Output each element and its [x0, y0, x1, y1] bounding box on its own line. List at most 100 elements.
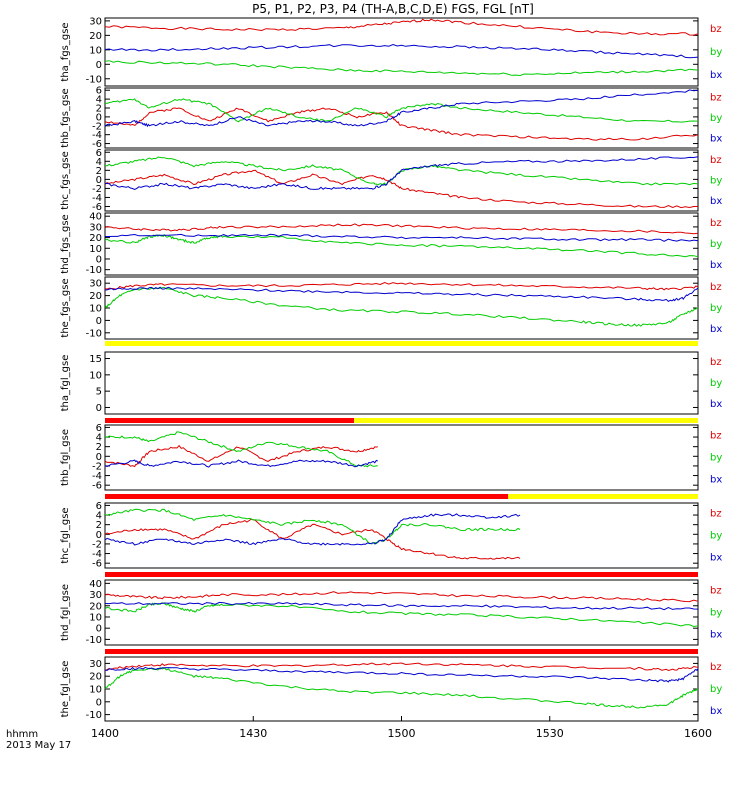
y-tick-label: 4	[96, 95, 102, 106]
y-tick-label: 0	[96, 175, 102, 186]
x-tick-label: 1430	[239, 727, 267, 740]
y-tick-label: 10	[89, 612, 102, 623]
mode-bar-red	[105, 494, 509, 499]
legend-bx: bx	[710, 630, 722, 641]
legend-by: by	[710, 176, 722, 187]
legend-by: by	[710, 608, 722, 619]
panel-frame	[104, 579, 699, 646]
y-tick-label: 10	[89, 685, 102, 696]
y-tick-label: 10	[89, 45, 102, 56]
x-axis: 1400 1430 1500 1530 1600	[91, 716, 712, 740]
y-tick-label: -4	[92, 471, 102, 482]
series-line-bz	[104, 281, 699, 291]
y-tick-label: -6	[92, 481, 102, 492]
x-tick-label: 1500	[388, 727, 416, 740]
y-tick-label: 40	[89, 579, 102, 590]
series-line-bx	[104, 156, 699, 191]
legend-bz: bz	[710, 430, 722, 441]
series-line-bx	[104, 89, 699, 128]
series-line-bx	[105, 233, 699, 242]
y-axis-label: thb_fgs_gse	[60, 88, 71, 147]
series-line-bz	[104, 18, 699, 36]
y-tick-label: -2	[92, 184, 102, 195]
series-line-by	[104, 602, 699, 628]
series-line-bx	[104, 601, 699, 611]
panel-tha_fgs_gse: 30 20 10 0 -10 tha_fgs_gse bz by bx	[60, 16, 722, 87]
y-tick-label: 10	[89, 370, 102, 381]
panel-frame	[104, 212, 699, 276]
series-line-bz	[104, 107, 699, 141]
legend-by: by	[710, 47, 722, 58]
mode-bar-red	[105, 649, 698, 654]
y-tick-label: 10	[89, 244, 102, 255]
date-label: 2013 May 17	[6, 740, 71, 751]
series-line-by	[104, 156, 699, 186]
y-tick-label: 10	[89, 304, 102, 315]
mode-bar-yellow	[354, 418, 698, 423]
series-line-bz	[104, 518, 521, 560]
mode-bar-red	[105, 572, 698, 577]
mode-bar	[105, 649, 698, 654]
y-tick-label: 2	[96, 104, 102, 115]
legend-by: by	[710, 378, 722, 389]
legend-by: by	[710, 453, 722, 464]
y-tick-label: 5	[96, 387, 102, 398]
y-tick-label: -4	[92, 193, 102, 204]
y-tick-label: 20	[89, 672, 102, 683]
y-axis-label: tha_fgs_gse	[60, 22, 71, 81]
y-tick-label: 15	[89, 354, 102, 365]
y-axis-label: thd_fgs_gse	[60, 214, 71, 273]
mode-bar-yellow	[508, 494, 698, 499]
legend-bz: bz	[710, 155, 722, 166]
series-line-bx	[104, 666, 699, 683]
series-line-bx	[104, 43, 699, 59]
y-tick-label: 6	[96, 423, 102, 434]
y-axis-label: tha_fgl_gse	[60, 355, 71, 412]
mode-bar	[105, 341, 698, 346]
legend-bx: bx	[710, 196, 722, 207]
legend-bz: bz	[710, 282, 722, 293]
y-tick-label: -4	[92, 549, 102, 560]
series-line-bz	[104, 591, 699, 603]
y-tick-label: -6	[92, 559, 102, 570]
y-tick-label: 2	[96, 442, 102, 453]
panel-frame	[104, 87, 699, 149]
y-tick-label: -10	[86, 265, 102, 276]
y-axis-label: thc_fgl_gse	[60, 507, 71, 563]
panel-frame	[104, 502, 699, 569]
panel-frame	[104, 351, 699, 415]
legend-bz: bz	[710, 662, 722, 673]
series-line-by	[104, 666, 699, 709]
y-tick-label: 4	[96, 157, 102, 168]
x-tick-label: 1530	[536, 727, 564, 740]
series-line-bx	[104, 286, 699, 303]
mode-bar	[105, 494, 698, 499]
legend-by: by	[710, 531, 722, 542]
y-tick-label: 40	[89, 212, 102, 223]
series-line-bz	[104, 662, 699, 672]
legend-by: by	[710, 303, 722, 314]
y-tick-label: 0	[96, 403, 102, 414]
y-tick-label: 30	[89, 590, 102, 601]
y-axis-label: thd_fgl_gse	[60, 584, 71, 641]
y-tick-label: -6	[92, 139, 102, 150]
y-tick-label: -2	[92, 461, 102, 472]
y-tick-label: -10	[86, 710, 102, 721]
panel-the_fgl_gse: 30 20 100 -10 the_fgl_gse bz by bx	[60, 656, 722, 722]
legend-bx: bx	[710, 399, 722, 410]
panel-frame	[104, 276, 699, 340]
series-line-bz	[104, 444, 378, 468]
y-tick-label: 0	[96, 60, 102, 71]
series-line-bz	[104, 169, 698, 209]
y-tick-label: 0	[96, 112, 102, 123]
panel-frame	[104, 656, 699, 722]
panel-frame	[104, 149, 699, 212]
y-tick-label: -10	[86, 635, 102, 646]
